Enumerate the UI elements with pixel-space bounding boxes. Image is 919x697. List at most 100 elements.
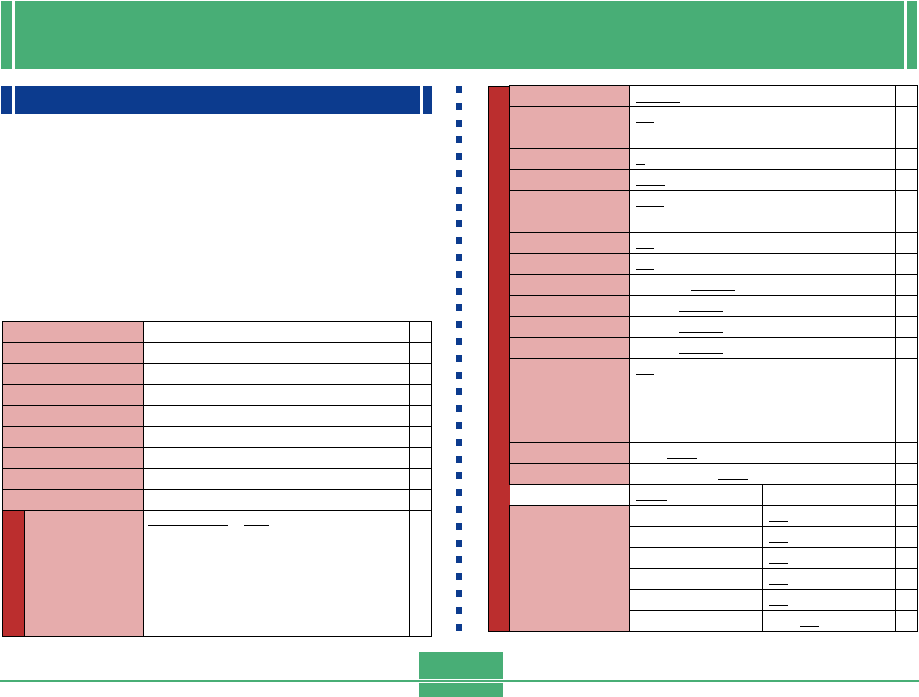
row-ref (895, 505, 918, 527)
underline-mark (718, 479, 748, 480)
row-value (629, 190, 896, 233)
row-ref (895, 148, 918, 170)
divider-dot (456, 372, 462, 379)
row-ref (895, 463, 918, 485)
row-label (24, 510, 144, 637)
row-label (2, 426, 144, 448)
row-value (629, 253, 896, 275)
row-sublabel (629, 589, 763, 611)
row-value (629, 106, 896, 149)
row-label (2, 384, 144, 406)
header-bar (15, 1, 904, 69)
divider-dot (456, 540, 462, 547)
underline-mark (148, 525, 228, 526)
divider-dot (456, 422, 462, 429)
footer-line (0, 680, 919, 682)
row-ref (409, 426, 432, 448)
row-ref (895, 253, 918, 275)
row-ref (895, 568, 918, 590)
divider-dot (456, 120, 462, 127)
underline-mark (691, 290, 735, 291)
underline-mark (244, 525, 269, 526)
section-left-strip (1, 86, 12, 114)
row-value (629, 316, 896, 338)
row-value (143, 489, 410, 511)
divider-dot (456, 439, 462, 446)
row-label (2, 342, 144, 364)
row-label (509, 505, 630, 632)
divider-dot (456, 355, 462, 362)
divider-dot (456, 237, 462, 244)
row-ref (895, 106, 918, 149)
row-value (762, 526, 896, 548)
row-value (629, 274, 896, 296)
row-ref (895, 358, 918, 443)
divider-dot (456, 288, 462, 295)
row-value (629, 442, 896, 464)
divider-dot (456, 103, 462, 110)
divider-dot (456, 388, 462, 395)
underline-mark (769, 605, 788, 606)
row-label (509, 190, 630, 233)
underline-mark (636, 164, 645, 165)
divider-dot (456, 271, 462, 278)
header-left-strip (1, 1, 12, 69)
divider-dot (456, 254, 462, 261)
section-right-strip (423, 86, 432, 114)
divider-dot (456, 556, 462, 563)
row-value (629, 148, 896, 170)
row-value (143, 342, 410, 364)
row-value (143, 426, 410, 448)
row-label (509, 295, 630, 317)
row-sublabel (629, 484, 763, 506)
row-label (2, 489, 144, 511)
row-label (509, 85, 630, 107)
page-number-box-bottom (419, 683, 503, 697)
row-value (143, 363, 410, 385)
row-ref (895, 232, 918, 254)
row-ref (895, 316, 918, 338)
header-right-strip (907, 1, 917, 69)
underline-mark (679, 332, 723, 333)
underline-mark (769, 542, 788, 543)
row-ref (895, 337, 918, 359)
divider-dot (456, 153, 462, 160)
row-label (509, 232, 630, 254)
row-sublabel (629, 505, 763, 527)
underline-mark (667, 458, 697, 459)
row-ref (895, 547, 918, 569)
row-sublabel (629, 547, 763, 569)
row-value (762, 505, 896, 527)
row-value (143, 510, 410, 637)
row-ref (409, 489, 432, 511)
row-ref (409, 321, 432, 343)
divider-dot (456, 573, 462, 580)
intro-text (15, 125, 425, 305)
row-value (143, 384, 410, 406)
underline-mark (636, 374, 654, 375)
row-ref (895, 526, 918, 548)
underline-mark (679, 311, 723, 312)
divider-dot (456, 220, 462, 227)
row-value (629, 85, 896, 107)
row-ref (409, 342, 432, 364)
row-ref (895, 85, 918, 107)
row-label (509, 358, 630, 443)
row-label (2, 321, 144, 343)
row-ref (895, 295, 918, 317)
divider-dot (456, 506, 462, 513)
underline-mark (679, 353, 723, 354)
underline-mark (800, 626, 819, 627)
table-accent (488, 86, 510, 632)
row-value (143, 405, 410, 427)
row-label (509, 463, 630, 485)
row-sublabel (629, 610, 763, 632)
underline-mark (636, 185, 665, 186)
row-ref (409, 510, 432, 637)
row-ref (895, 484, 918, 506)
row-ref (895, 190, 918, 233)
divider-dot (456, 321, 462, 328)
divider-dot (456, 472, 462, 479)
row-value (143, 468, 410, 490)
row-ref (409, 447, 432, 469)
